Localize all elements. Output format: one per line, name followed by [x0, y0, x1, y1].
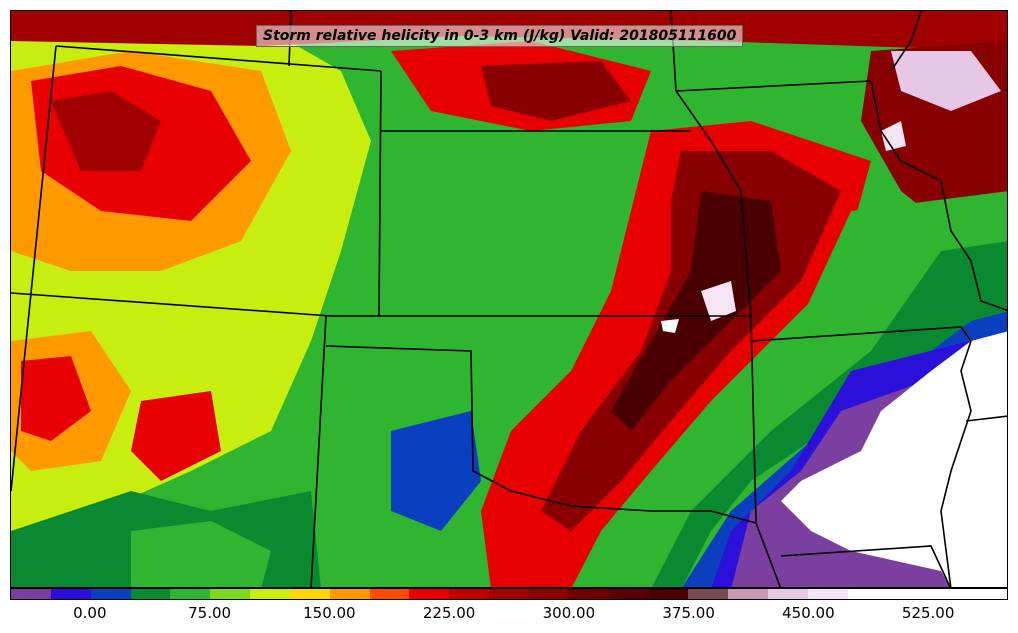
- colorbar-swatch: [250, 589, 290, 599]
- boundary-missouri-arkansas: [750, 326, 972, 342]
- colorbar-swatch: [90, 589, 131, 599]
- colorbar-swatch: [170, 589, 211, 599]
- field-region-dakota-dark: [481, 61, 631, 121]
- field-region-central-max: [611, 191, 781, 431]
- colorbar-swatch: [927, 589, 968, 599]
- field-region-east-green: [592, 191, 1007, 587]
- boundary-mississippi-river-south: [940, 340, 972, 587]
- map-title: Storm relative helicity in 0-3 km (J/kg)…: [256, 25, 744, 47]
- colorbar-swatch: [11, 589, 51, 599]
- boundary-texas-oklahoma: [325, 345, 757, 524]
- colorbar-swatch: [369, 589, 410, 599]
- boundary-idaho-wyoming-south: [55, 45, 382, 72]
- colorbar-swatch: [608, 589, 649, 599]
- colorbar-swatch: [528, 589, 569, 599]
- boundary-colorado-nm-ks-ok: [11, 292, 751, 317]
- no-data-region: [781, 331, 1007, 587]
- colorbar-swatch: [409, 589, 450, 599]
- colorbar-swatch: [568, 589, 609, 599]
- colorbar-swatch: [807, 589, 848, 599]
- boundary-nevada-utah: [11, 45, 57, 492]
- colorbar-swatch: [768, 589, 808, 599]
- map-panel: Storm relative helicity in 0-3 km (J/kg)…: [10, 10, 1008, 588]
- field-patch-pink-2: [881, 121, 906, 151]
- colorbar-tick-label: 0.00: [73, 604, 107, 622]
- field-region-tx-blue: [391, 411, 481, 531]
- boundary-arkansas-louisiana: [780, 545, 951, 587]
- colorbar-swatch: [50, 589, 91, 599]
- colorbar-tick-labels: 0.00 75.00 150.00 225.00 300.00 375.00 450.00 5…: [10, 600, 1008, 630]
- colorbar-swatch: [887, 589, 928, 599]
- colorbar-tick-label: 375.00: [662, 604, 715, 622]
- colorbar-swatch: [847, 589, 888, 599]
- colorbar-swatch: [329, 589, 370, 599]
- colorbar-tick-label: 75.00: [188, 604, 232, 622]
- colorbar-swatch: [489, 589, 529, 599]
- boundary-wisconsin: [890, 11, 922, 72]
- colorbar-tick-label: 300.00: [542, 604, 596, 622]
- field-region-nm-red: [131, 391, 221, 481]
- colorbar: [10, 588, 1008, 600]
- field-region-ne-pink: [891, 51, 1001, 111]
- colorbar-swatch: [130, 589, 171, 599]
- colorbar-swatch: [728, 589, 769, 599]
- colorbar-swatch: [648, 589, 689, 599]
- colorbar-tick-label: 525.00: [901, 604, 955, 622]
- colorbar-tick-label: 450.00: [782, 604, 835, 622]
- field-patch-white-1: [661, 319, 679, 333]
- boundary-arizona-nm: [310, 315, 327, 587]
- helicity-map: [11, 11, 1007, 587]
- boundary-mississippi: [870, 80, 1007, 312]
- colorbar-swatch: [210, 589, 251, 599]
- boundary-arkansas-oklahoma: [750, 315, 782, 587]
- field-region-nw-dark: [51, 91, 161, 171]
- colorbar-swatch: [449, 589, 490, 599]
- boundary-colorado-kansas: [378, 70, 382, 317]
- colorbar-swatch: [967, 589, 1008, 599]
- colorbar-tick-label: 150.00: [303, 604, 356, 622]
- boundary-iowa-minnesota: [675, 80, 872, 92]
- field-patch-pink-1: [701, 281, 736, 321]
- field-region-south-lightgreen: [131, 521, 271, 587]
- boundary-missouri-river: [670, 11, 752, 317]
- boundary-tennessee-mississippi: [965, 415, 1007, 422]
- colorbar-swatch: [688, 589, 729, 599]
- colorbar-swatch: [289, 589, 330, 599]
- field-region-sw-red: [21, 356, 91, 441]
- colorbar-tick-label: 225.00: [422, 604, 476, 622]
